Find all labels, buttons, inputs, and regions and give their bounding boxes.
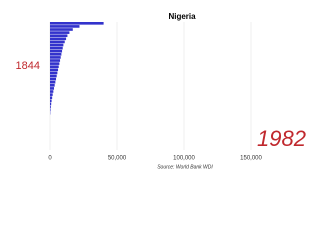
bar xyxy=(50,105,51,109)
bar xyxy=(50,37,67,41)
bar xyxy=(50,59,61,62)
bar xyxy=(50,31,70,34)
chart-title: Nigeria xyxy=(168,12,196,21)
x-tick-label: 0 xyxy=(48,156,52,162)
bar xyxy=(50,40,65,44)
bar xyxy=(50,28,73,31)
bar xyxy=(50,43,64,47)
bar xyxy=(50,80,56,84)
bar xyxy=(50,102,52,106)
x-tick-label: 100,000 xyxy=(173,156,195,162)
bar xyxy=(50,56,61,59)
bar xyxy=(50,25,80,28)
bar xyxy=(50,93,53,96)
bar xyxy=(50,87,55,90)
source: Source: World Bank WDI xyxy=(157,164,213,170)
bar xyxy=(50,65,59,69)
bar xyxy=(50,96,53,100)
bar xyxy=(50,62,60,65)
bar xyxy=(50,68,59,72)
x-tick-label: 50,000 xyxy=(108,156,127,162)
year-label: 1982 xyxy=(257,126,306,151)
bar xyxy=(50,34,68,38)
bar xyxy=(50,46,63,50)
bar xyxy=(50,84,55,87)
bar xyxy=(50,22,104,25)
bar xyxy=(50,90,54,93)
x-tick-label: 150,000 xyxy=(240,156,262,162)
bar-label: 1844 xyxy=(16,60,40,72)
bar xyxy=(50,99,52,103)
bar xyxy=(50,49,63,53)
bar xyxy=(50,71,58,75)
bar xyxy=(50,77,57,81)
bar xyxy=(50,108,51,112)
bar xyxy=(50,53,62,56)
bar xyxy=(50,74,57,78)
chart: Nigeria 1844 1982 Source: World Bank WDI… xyxy=(16,12,306,170)
